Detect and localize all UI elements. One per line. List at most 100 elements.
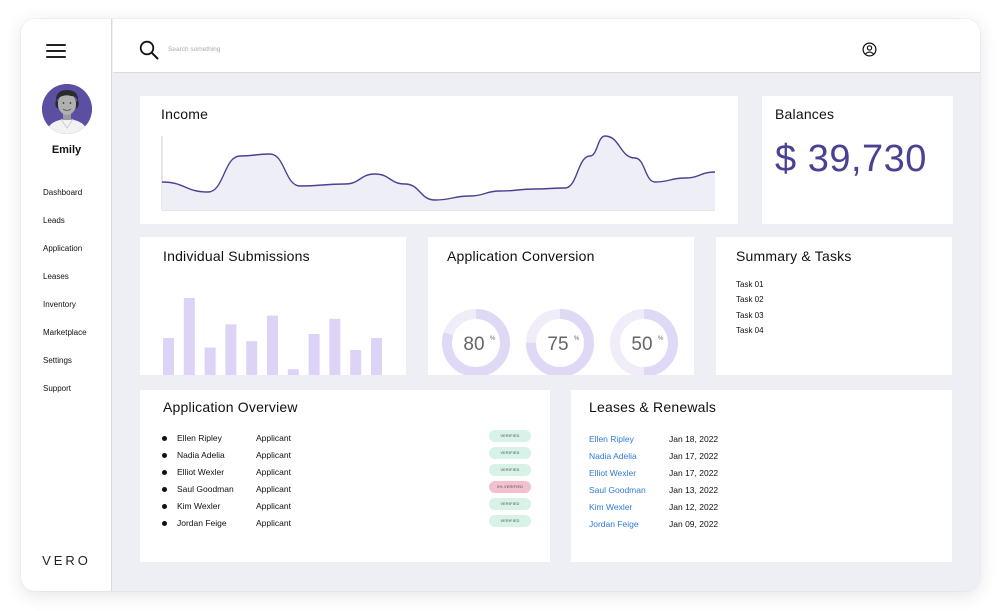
income-line: [161, 135, 716, 201]
menu-icon[interactable]: [46, 44, 66, 58]
applicant-name: Nadia Adelia: [177, 450, 225, 460]
list-item: Nadia Adelia Jan 17, 2022: [571, 449, 951, 466]
donut-unit: %: [658, 336, 664, 342]
sidebar-item-marketplace[interactable]: Marketplace: [43, 328, 87, 337]
applicant-role: Applicant: [256, 501, 291, 511]
tenant-link[interactable]: Nadia Adelia: [589, 451, 637, 461]
brand-logo: VERO: [42, 553, 91, 568]
search-input[interactable]: [168, 41, 468, 57]
balances-title: Balances: [775, 106, 835, 122]
submission-bar: [225, 324, 237, 375]
user-portrait-icon: [42, 84, 92, 134]
table-row[interactable]: Ellen Ripley Applicant VERIFIED: [140, 430, 550, 447]
lease-date: Jan 18, 2022: [669, 434, 719, 444]
table-row[interactable]: Nadia Adelia Applicant VERIFIED: [140, 447, 550, 464]
submission-bar: [183, 298, 195, 375]
donut-value: 75: [547, 334, 568, 355]
bullet: [162, 504, 167, 509]
applicant-name: Elliot Wexler: [177, 467, 225, 477]
sidebar-item-dashboard[interactable]: Dashboard: [43, 188, 83, 197]
leases-title: Leases & Renewals: [589, 399, 717, 415]
tenant-link[interactable]: Jordan Feige: [589, 519, 639, 529]
bullet: [162, 436, 167, 441]
list-item: Kim Wexler Jan 12, 2022: [571, 500, 951, 517]
table-row[interactable]: Jordan Feige Applicant VERIFIED: [140, 515, 550, 532]
sidebar: Emily Dashboard Leads Application Leases…: [21, 19, 112, 591]
tenant-link[interactable]: Ellen Ripley: [589, 434, 634, 444]
income-chart: [161, 135, 716, 211]
app-window: Emily Dashboard Leads Application Leases…: [21, 19, 980, 591]
applicant-role: Applicant: [256, 484, 291, 494]
submissions-chart: [163, 298, 382, 375]
bullet: [162, 453, 167, 458]
sidebar-item-inventory[interactable]: Inventory: [43, 300, 76, 309]
table-row[interactable]: Elliot Wexler Applicant VERIFIED: [140, 464, 550, 481]
income-card: Income: [140, 96, 738, 224]
donut-progress: [610, 309, 678, 375]
sidebar-item-application[interactable]: Application: [43, 244, 83, 253]
summary-card: Summary & Tasks Task 01 Task 02 Task 03 …: [716, 237, 952, 375]
task-item[interactable]: Task 03: [736, 311, 764, 320]
list-item: Elliot Wexler Jan 17, 2022: [571, 466, 951, 483]
task-item[interactable]: Task 02: [736, 295, 764, 304]
sidebar-item-support[interactable]: Support: [43, 384, 72, 393]
sidebar-nav: Dashboard Leads Application Leases Inven…: [43, 187, 87, 411]
status-badge: VERIFIED: [489, 430, 531, 442]
status-badge: VERIFIED: [489, 447, 531, 459]
lease-date: Jan 17, 2022: [669, 451, 719, 461]
sidebar-item-leases[interactable]: Leases: [43, 272, 69, 281]
bullet: [162, 521, 167, 526]
lease-date: Jan 13, 2022: [669, 485, 719, 495]
submission-bar: [287, 369, 299, 375]
conversion-title: Application Conversion: [447, 248, 595, 264]
applicant-name: Saul Goodman: [177, 484, 234, 494]
tenant-link[interactable]: Saul Goodman: [589, 485, 646, 495]
submission-bar: [329, 318, 341, 375]
lease-date: Jan 17, 2022: [669, 468, 719, 478]
account-icon[interactable]: [862, 42, 877, 57]
avatar[interactable]: [42, 84, 92, 134]
tenant-link[interactable]: Elliot Wexler: [589, 468, 637, 478]
donut-unit: %: [574, 336, 580, 342]
tenant-link[interactable]: Kim Wexler: [589, 502, 633, 512]
applicant-role: Applicant: [256, 518, 291, 528]
bullet: [162, 487, 167, 492]
table-row[interactable]: Saul Goodman Applicant 0% VERIFIED: [140, 481, 550, 498]
donut-value: 80: [463, 334, 484, 355]
conversion-card: Application Conversion 80% 75% 50%: [428, 237, 694, 375]
submission-bar: [246, 341, 258, 375]
donut-progress: [442, 309, 510, 375]
conversion-donuts: 80% 75% 50%: [442, 309, 678, 375]
overview-card: Application Overview Ellen Ripley Applic…: [140, 390, 550, 562]
applicant-role: Applicant: [256, 433, 291, 443]
search-icon[interactable]: [139, 40, 159, 60]
task-item[interactable]: Task 01: [736, 280, 764, 289]
applicant-role: Applicant: [256, 450, 291, 460]
list-item: Saul Goodman Jan 13, 2022: [571, 483, 951, 500]
summary-title: Summary & Tasks: [736, 248, 852, 264]
applicant-role: Applicant: [256, 467, 291, 477]
status-badge: VERIFIED: [489, 498, 531, 510]
top-bar: [113, 19, 980, 73]
submission-bar: [371, 338, 382, 375]
applicant-name: Jordan Feige: [177, 518, 227, 528]
sidebar-item-settings[interactable]: Settings: [43, 356, 72, 365]
submission-bar: [163, 338, 174, 375]
user-name: Emily: [51, 144, 82, 156]
sidebar-item-leads[interactable]: Leads: [43, 216, 65, 225]
status-badge: VERIFIED: [489, 464, 531, 476]
status-badge: 0% VERIFIED: [489, 481, 531, 493]
bullet: [162, 470, 167, 475]
lease-date: Jan 12, 2022: [669, 502, 719, 512]
donut-value: 50: [631, 334, 652, 355]
status-badge: VERIFIED: [489, 515, 531, 527]
income-title: Income: [161, 106, 209, 122]
overview-title: Application Overview: [163, 399, 298, 415]
applicant-name: Kim Wexler: [177, 501, 221, 511]
submission-bar: [308, 334, 320, 375]
task-item[interactable]: Task 04: [736, 326, 764, 335]
balances-card: Balances $ 39,730: [762, 96, 953, 224]
income-area: [162, 136, 715, 210]
table-row[interactable]: Kim Wexler Applicant VERIFIED: [140, 498, 550, 515]
leases-card: Leases & Renewals Ellen Ripley Jan 18, 2…: [571, 390, 952, 562]
